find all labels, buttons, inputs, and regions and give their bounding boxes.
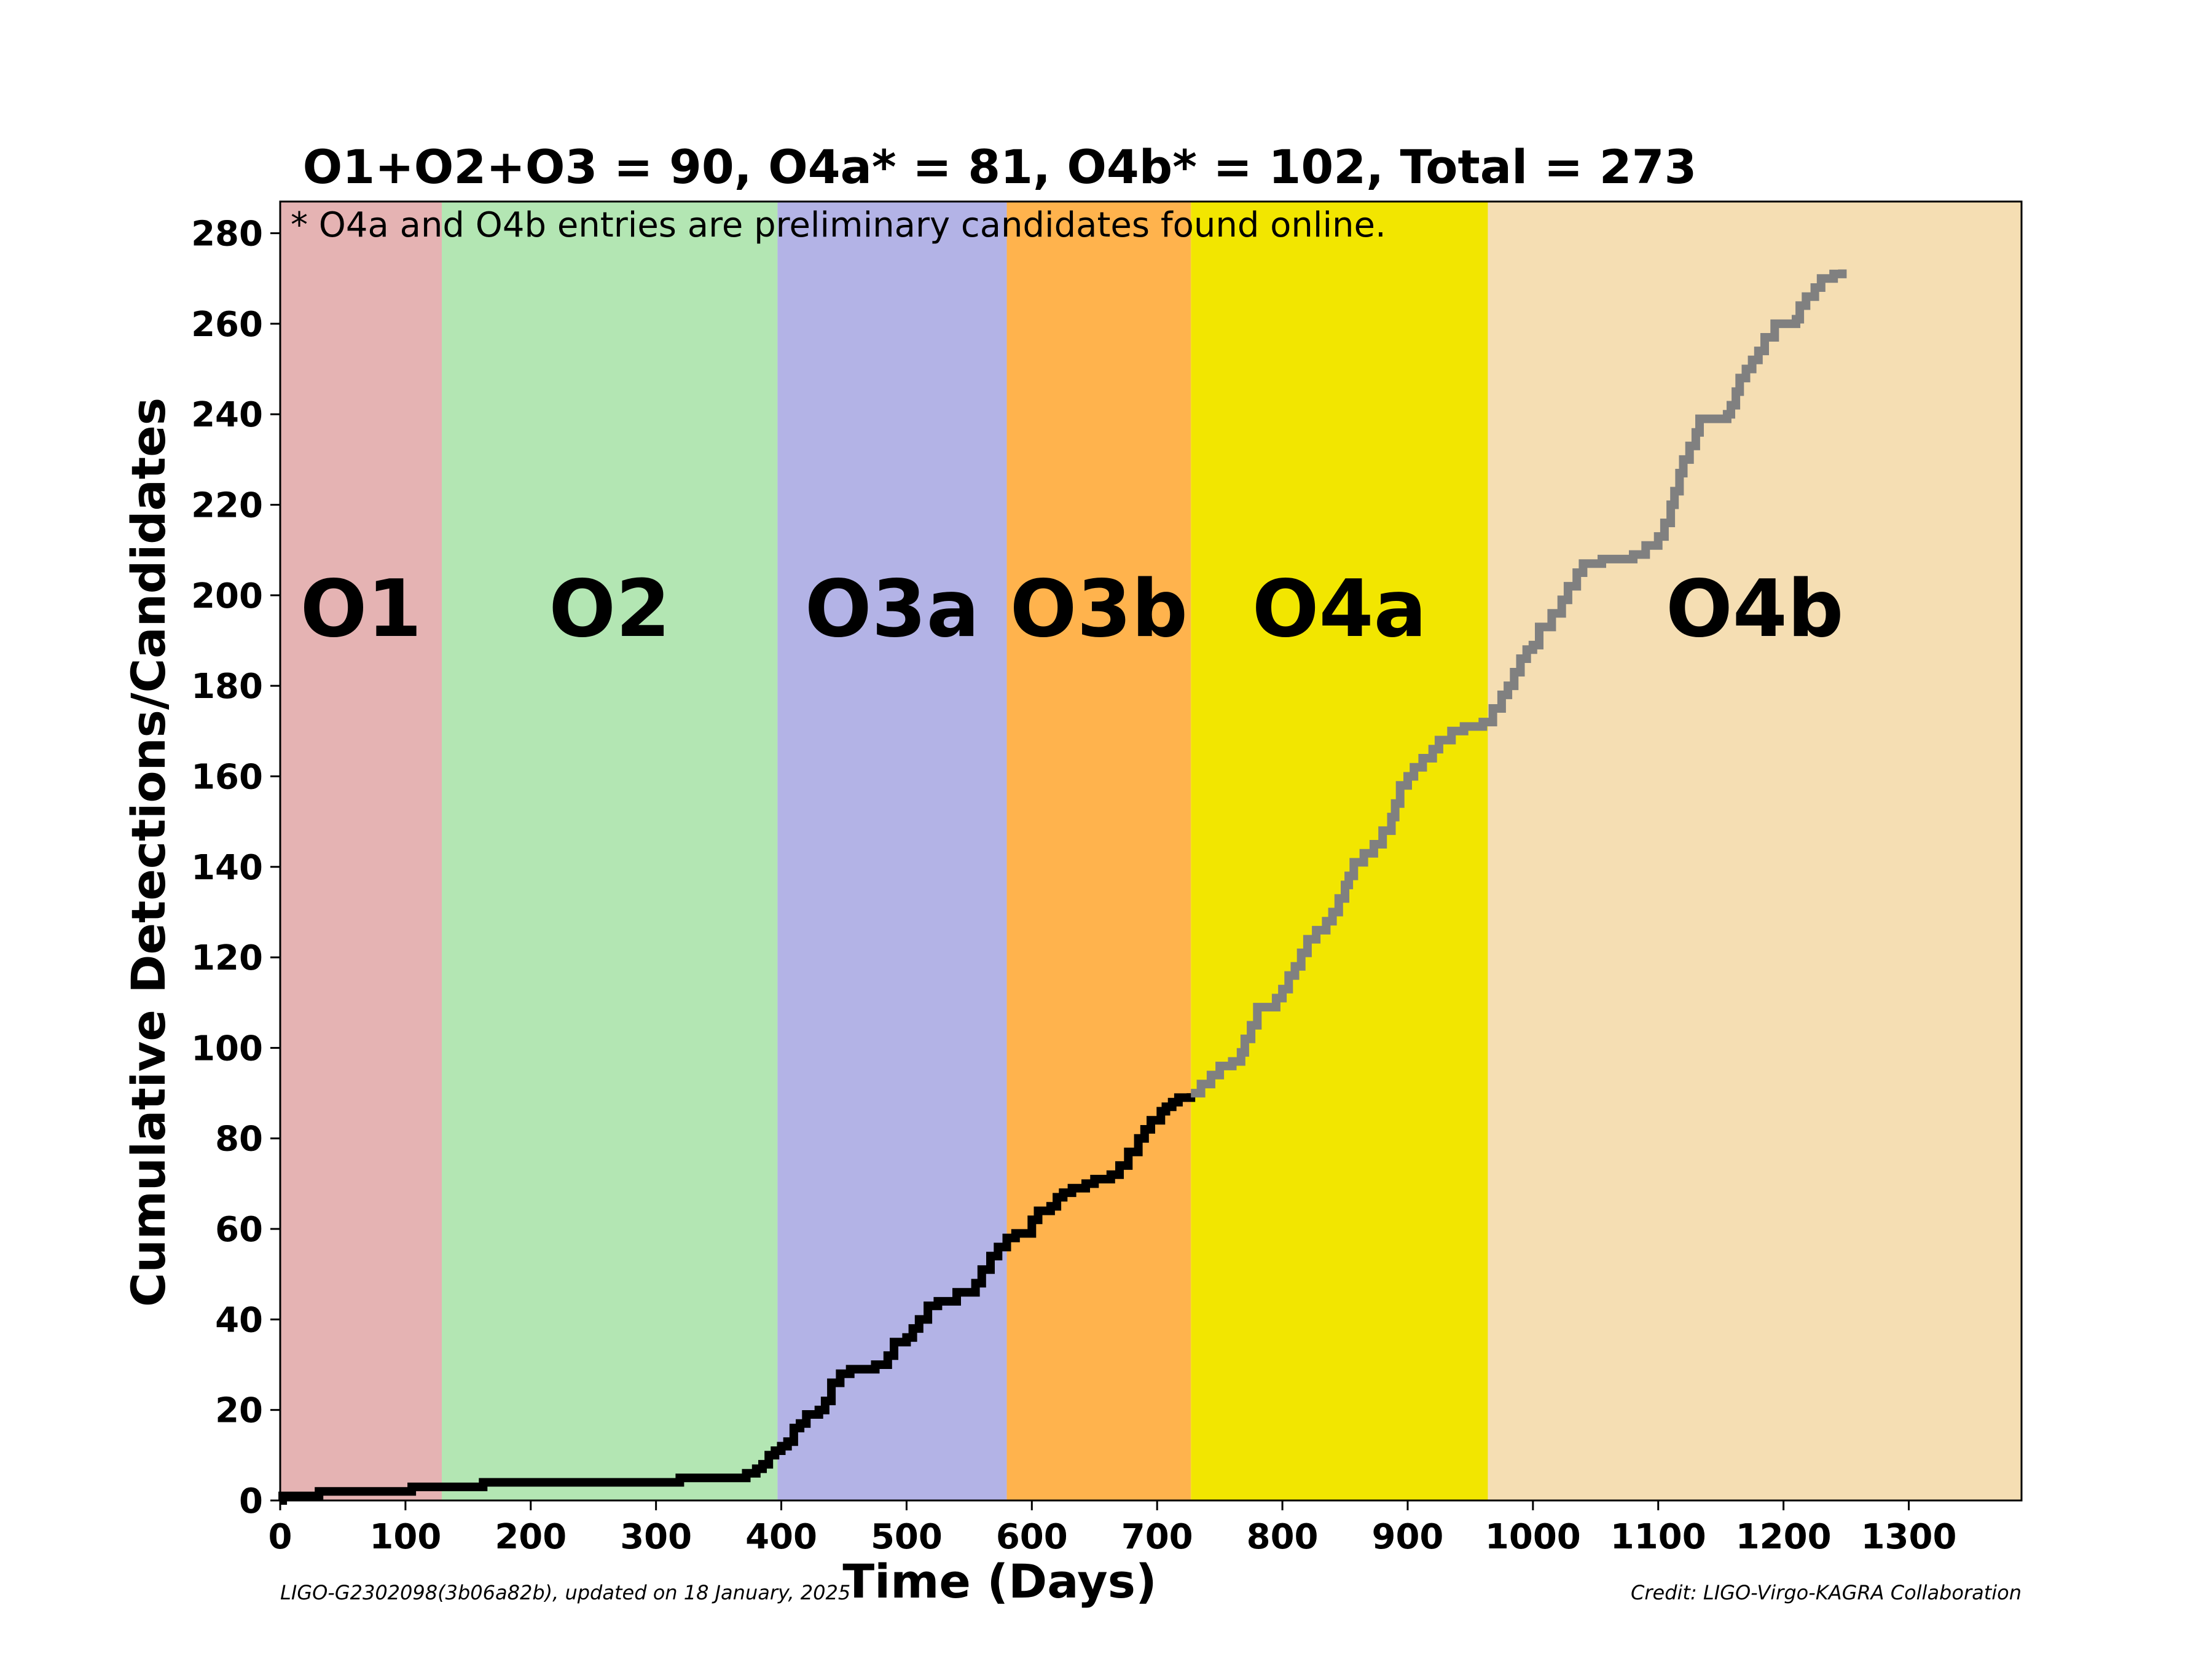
y-tick-label: 120 — [191, 938, 263, 978]
run-band-o3b — [1006, 202, 1191, 1500]
run-label-o2: O2 — [549, 563, 670, 655]
y-tick-label: 100 — [191, 1029, 263, 1069]
y-tick-label: 20 — [215, 1391, 263, 1431]
run-labels: O1 O2 O3a O3b O4a O4b — [300, 563, 1844, 655]
y-tick-label: 160 — [191, 757, 263, 797]
x-tick-label: 1100 — [1610, 1517, 1706, 1557]
run-label-o4a: O4a — [1252, 563, 1427, 655]
plot-frame — [279, 200, 2023, 1502]
x-tick-label: 0 — [269, 1517, 292, 1557]
chart-title: O1+O2+O3 = 90, O4a* = 81, O4b* = 102, To… — [303, 139, 1697, 194]
x-axis-label: Time (Days) — [842, 1554, 1156, 1609]
run-label-o3a: O3a — [805, 563, 979, 655]
run-label-o3b: O3b — [1010, 563, 1188, 655]
y-tick-label: 140 — [191, 848, 263, 888]
x-tick-label: 700 — [1121, 1517, 1193, 1557]
x-tick-label: 900 — [1372, 1517, 1444, 1557]
run-label-o1: O1 — [300, 563, 422, 655]
series-line-1 — [278, 1093, 1196, 1505]
y-tick-label: 80 — [215, 1120, 263, 1159]
y-tick-label: 40 — [215, 1300, 263, 1340]
x-tick-label: 500 — [871, 1517, 943, 1557]
series-line-2 — [1191, 269, 1847, 1098]
run-band-o4b — [1488, 202, 2022, 1500]
x-tick-label: 300 — [620, 1517, 692, 1557]
y-tick-label: 280 — [191, 214, 263, 254]
axis-ticks: 0 100 200 300 400 500 600 700 800 900 1000 1100 1200… — [191, 214, 1956, 1557]
run-band-o3a — [777, 202, 1007, 1500]
run-band-o2 — [442, 202, 778, 1500]
y-tick-label: 60 — [215, 1210, 263, 1250]
x-tick-label: 200 — [495, 1517, 567, 1557]
y-tick-label: 180 — [191, 667, 263, 707]
y-tick-label: 220 — [191, 486, 263, 526]
preliminary-note: * O4a and O4b entries are preliminary ca… — [291, 205, 1386, 245]
x-tick-label: 400 — [745, 1517, 817, 1557]
series-layer — [278, 269, 1847, 1505]
x-tick-label: 1000 — [1485, 1517, 1581, 1557]
x-tick-label: 600 — [996, 1517, 1068, 1557]
y-axis-label: Cumulative Detections/Candidates — [121, 398, 176, 1307]
y-tick-label: 0 — [239, 1481, 263, 1521]
run-band-o1 — [280, 202, 442, 1500]
run-label-o4b: O4b — [1666, 563, 1844, 655]
x-tick-label: 1200 — [1736, 1517, 1832, 1557]
x-tick-label: 100 — [369, 1517, 441, 1557]
footer-document-id: LIGO-G2302098(3b06a82b), updated on 18 J… — [280, 1581, 850, 1604]
run-bands — [280, 202, 2022, 1500]
y-tick-label: 200 — [191, 576, 263, 616]
footer-credit: Credit: LIGO-Virgo-KAGRA Collaboration — [1631, 1581, 2022, 1604]
x-tick-label: 1300 — [1861, 1517, 1957, 1557]
x-tick-label: 800 — [1247, 1517, 1319, 1557]
y-tick-label: 240 — [191, 395, 263, 435]
y-tick-label: 260 — [191, 305, 263, 345]
run-band-o4a — [1191, 202, 1488, 1500]
